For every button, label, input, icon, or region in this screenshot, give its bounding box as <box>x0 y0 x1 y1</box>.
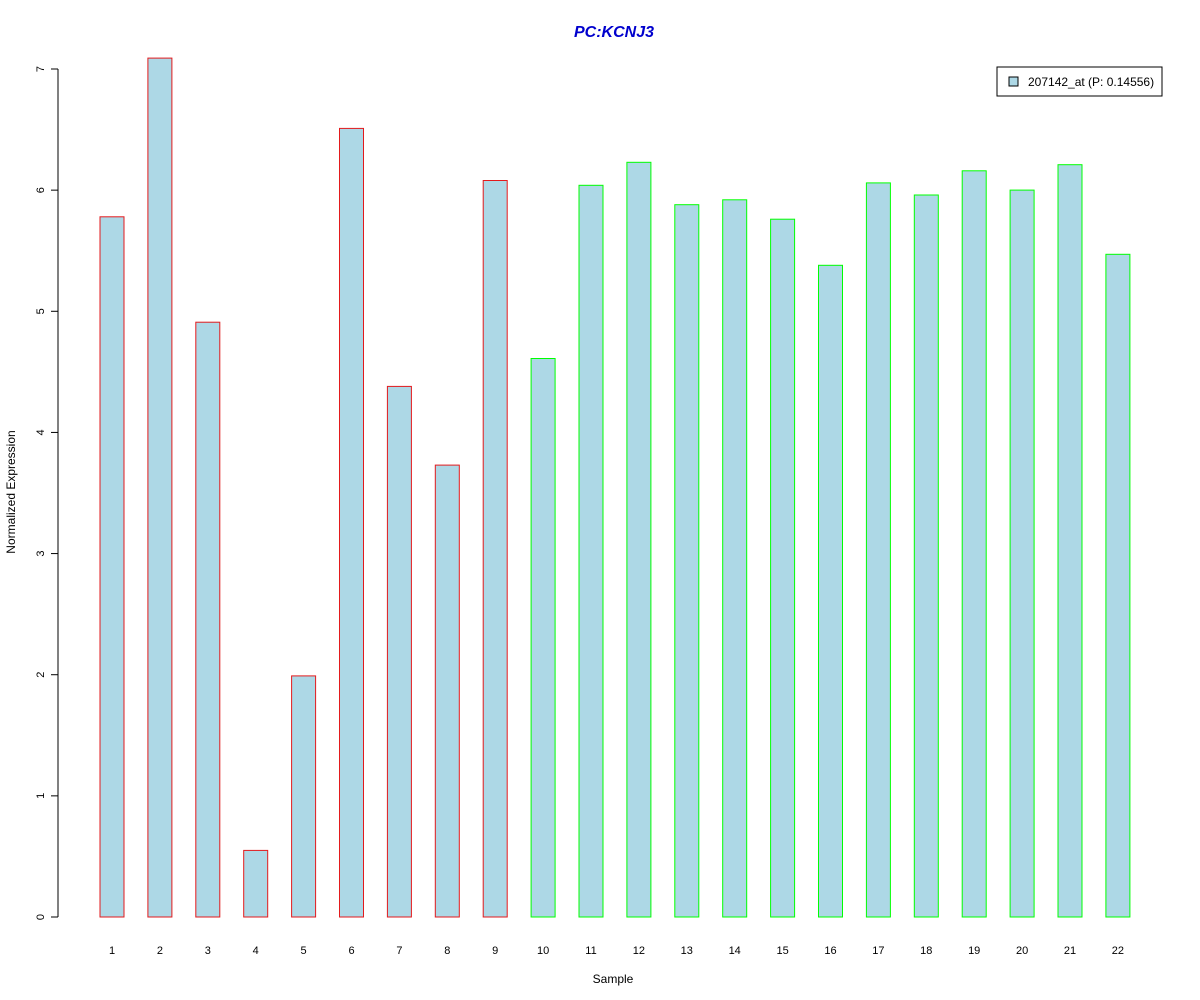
y-tick-label: 0 <box>35 914 47 920</box>
bar-sample-10 <box>530 358 556 918</box>
y-tick-label: 6 <box>35 187 47 193</box>
x-tick-label: 3 <box>205 945 211 957</box>
x-axis-label: Sample <box>593 972 634 986</box>
bar-sample-11 <box>578 184 604 918</box>
bar-sample-17 <box>865 182 891 918</box>
bar-sample-15 <box>770 218 796 918</box>
x-tick-label: 6 <box>348 945 354 957</box>
legend-entry: 207142_at (P: 0.14556) <box>1028 75 1154 89</box>
x-tick-label: 13 <box>681 945 693 957</box>
bar-sample-14 <box>722 199 748 918</box>
bar-sample-18 <box>913 194 939 918</box>
bar-sample-12 <box>626 161 652 918</box>
y-axis-label: Normalized Expression <box>4 430 18 553</box>
x-tick-label: 16 <box>824 945 836 957</box>
x-tick-label: 8 <box>444 945 450 957</box>
legend-box <box>996 66 1163 97</box>
bar-sample-16 <box>818 264 843 918</box>
bar-sample-9 <box>482 180 508 918</box>
x-tick-label: 1 <box>109 945 115 957</box>
bar-sample-20 <box>1009 189 1035 918</box>
x-tick-label: 17 <box>872 945 884 957</box>
x-tick-label: 19 <box>968 945 980 957</box>
y-tick-label: 1 <box>35 793 47 799</box>
y-tick-label: 5 <box>35 308 47 314</box>
y-tick-label: 7 <box>35 66 47 72</box>
legend: 207142_at (P: 0.14556) <box>996 66 1163 97</box>
bar-sample-21 <box>1057 164 1083 918</box>
bar-sample-19 <box>961 170 987 918</box>
bar-sample-1 <box>99 216 125 918</box>
x-tick-label: 7 <box>396 945 402 957</box>
x-tick-label: 4 <box>253 945 259 957</box>
chart-title: PC:KCNJ3 <box>574 24 654 41</box>
bar-sample-6 <box>339 127 364 918</box>
x-tick-label: 18 <box>920 945 932 957</box>
x-tick-label: 22 <box>1112 945 1124 957</box>
y-tick-label: 2 <box>35 672 47 678</box>
x-tick-label: 2 <box>157 945 163 957</box>
bars <box>99 57 1131 918</box>
x-tick-label: 15 <box>776 945 788 957</box>
x-tick-label: 10 <box>537 945 549 957</box>
x-tick-label: 20 <box>1016 945 1028 957</box>
bar-sample-13 <box>674 204 700 918</box>
bar-sample-22 <box>1105 253 1131 918</box>
bar-sample-3 <box>195 321 221 918</box>
bar-sample-7 <box>386 385 412 918</box>
legend-swatch <box>1008 76 1019 87</box>
bar-sample-2 <box>147 57 173 918</box>
x-tick-label: 14 <box>729 945 741 957</box>
y-axis: 0 1 2 3 4 5 6 7 <box>35 66 59 920</box>
x-tick-label: 5 <box>301 945 307 957</box>
y-tick-label: 3 <box>35 551 47 557</box>
x-tick-label: 9 <box>492 945 498 957</box>
y-tick-label: 4 <box>35 429 47 435</box>
bar-sample-5 <box>291 675 317 918</box>
x-tick-label: 21 <box>1064 945 1076 957</box>
x-tick-label: 12 <box>633 945 645 957</box>
x-tick-label: 11 <box>585 945 596 957</box>
bar-sample-8 <box>434 464 460 918</box>
x-tick-labels: 1 2 3 4 5 6 7 8 9 10 11 12 13 14 15 16 17 18 19 20 21 22 <box>109 945 1124 957</box>
bar-sample-4 <box>243 849 269 918</box>
